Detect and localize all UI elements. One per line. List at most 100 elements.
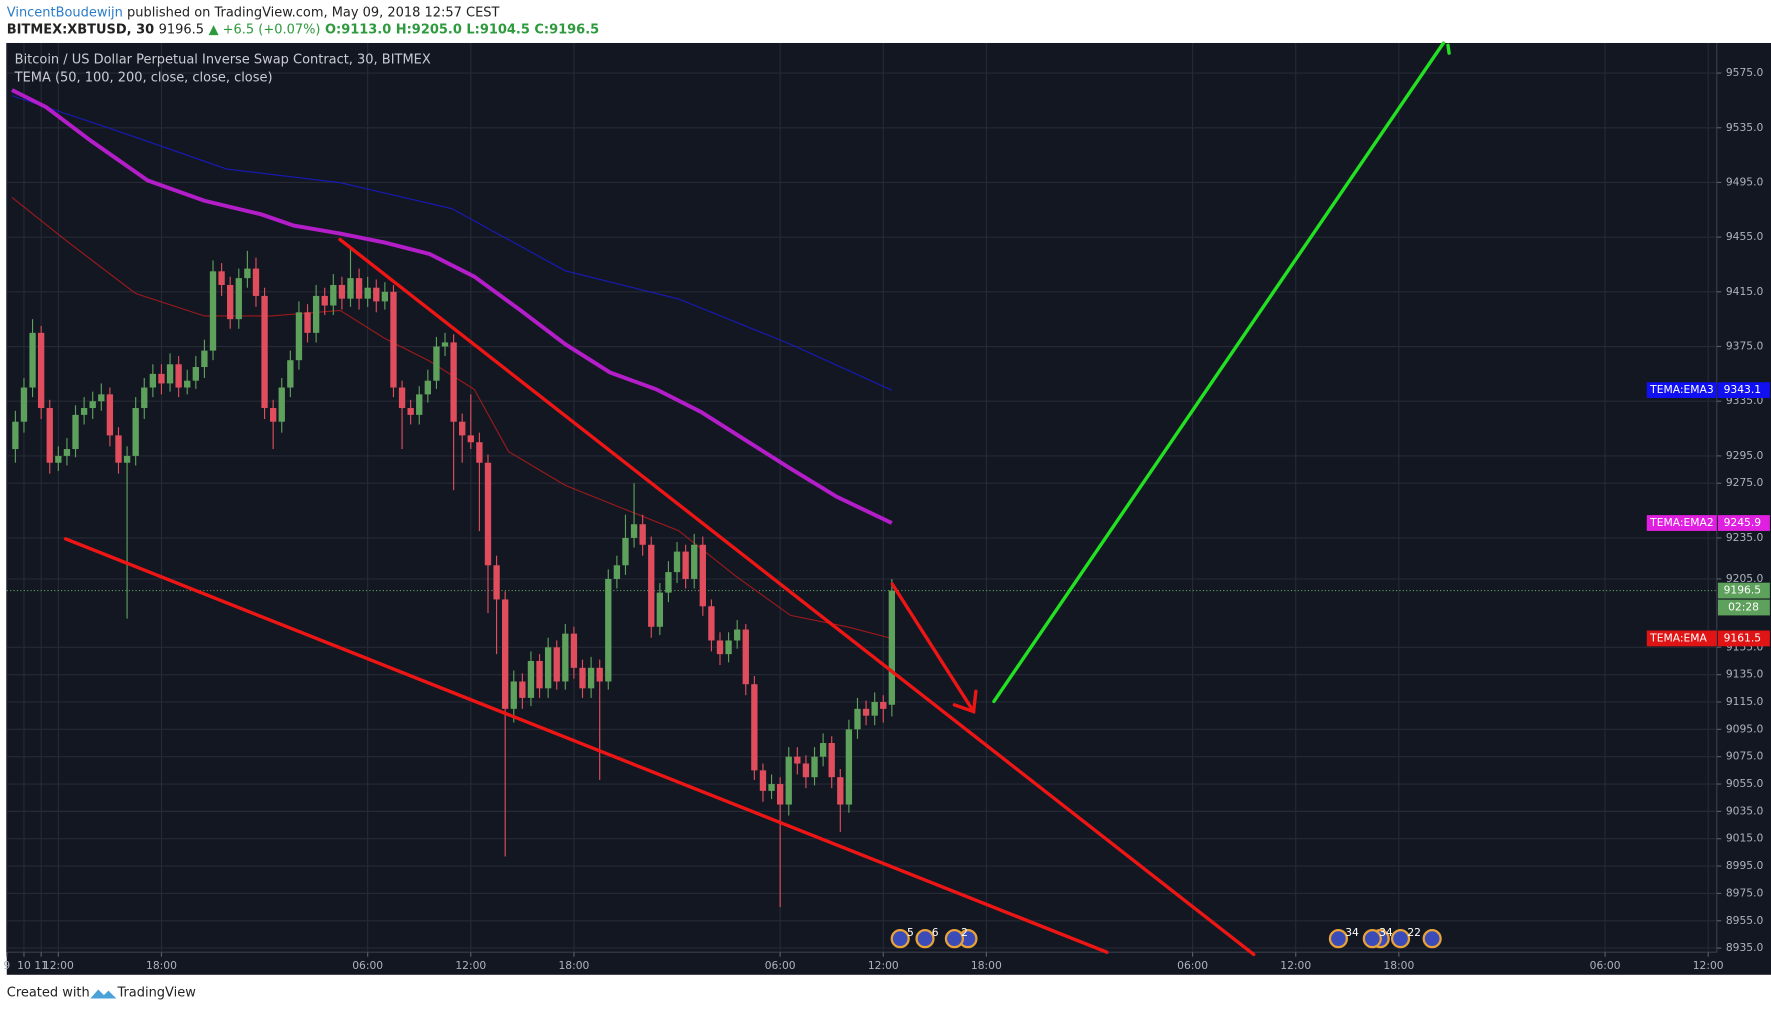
y-tick-label: 9295.0 [1726,449,1764,462]
event-flag [1390,929,1411,949]
candle-body [355,278,363,299]
candle-body [587,667,595,689]
y-tick-label: 9135.0 [1726,668,1764,681]
candle-body [768,784,775,791]
candle-body [304,312,311,333]
x-tick-label: 06:00 [1590,959,1621,972]
countdown: 02:28 [1728,601,1759,614]
candle-body [691,544,698,579]
candle-body [244,268,251,279]
candle-body [338,284,346,299]
event-flag [890,929,910,949]
tag-box [1717,630,1770,647]
candle-body [510,681,517,709]
candle-body [828,743,835,778]
candle-body [450,342,457,422]
tag-name-box [1646,515,1717,531]
candle-body [476,442,483,463]
x-tick-label: 18:00 [558,959,589,972]
candle-body [390,291,397,388]
candle-body [493,565,500,600]
tag-box [1717,515,1770,531]
candle-body [89,401,96,409]
candle-body [20,387,28,422]
arrow-head [952,689,978,714]
candle-body [708,606,715,641]
candle-body [519,681,526,698]
candle-body [63,449,71,456]
countdown-box [1717,599,1770,616]
x-tick-label: 11 [34,959,48,972]
candle-body [665,572,672,593]
trend-line [338,237,1256,957]
y-tick-label: 8935.0 [1726,941,1764,954]
x-tick-label: 06:00 [352,959,383,972]
tag-name-box [1646,630,1717,647]
x-tick-label: 12:00 [868,959,899,972]
candle-body [158,373,165,384]
candle-body [579,667,586,689]
candle-body [175,364,182,388]
candle-body [209,271,217,351]
tag-name-box [1646,382,1717,399]
candle-body [734,629,741,641]
tag-name: TEMA:EMA2 [1649,516,1714,529]
y-tick-label: 9575.0 [1726,66,1764,79]
y-tick-label: 9455.0 [1726,230,1764,243]
candle-body [613,565,621,579]
candle-body [888,590,896,705]
candle-body [72,414,79,450]
x-tick-label: 18:00 [971,959,1002,972]
tag-box [1717,582,1770,599]
author[interactable]: VincentBoudewijn [7,5,123,20]
x-tick-label: 9 [3,959,10,972]
candle-body [364,287,371,299]
plot [6,88,1717,908]
candle-body [596,667,603,682]
candle-body [123,455,131,463]
event-flag [915,929,935,949]
high: H:9205.0 [396,22,462,37]
axes: 9575.09535.09495.09455.09415.09375.09335… [3,66,1770,972]
indicator-line [11,196,892,639]
y-tick-label: 9075.0 [1726,750,1764,763]
candle-body [373,287,380,302]
candle-body [536,660,543,689]
symbol: BITMEX:XBTUSD, 30 [7,22,154,37]
chart-title: Bitcoin / US Dollar Perpetual Inverse Sw… [15,52,431,67]
x-tick-label: 12:00 [1280,959,1311,972]
last-price: 9196.5 [159,22,204,37]
candle-body [630,524,638,538]
candle-body [622,537,629,566]
candle-body [811,756,818,778]
candle-body [441,342,449,347]
candle-body [854,708,861,730]
tag-value: 9245.9 [1724,516,1762,529]
header-line: VincentBoudewijn published on TradingVie… [7,5,500,20]
candle-body [132,408,139,456]
candle-body [553,647,560,682]
tag-value: 9343.1 [1724,383,1762,396]
y-tick-label: 9015.0 [1726,832,1764,845]
candle-body [759,770,767,791]
candle-body [106,394,114,436]
brand[interactable]: TradingView [116,985,196,1000]
x-tick-label: 10 [17,959,31,972]
candle-body [605,578,612,682]
x-tick-label: 06:00 [765,959,796,972]
candle-body [785,756,792,805]
candle-body [312,295,320,333]
candle-body [98,394,105,402]
event-count: 2 [961,926,968,939]
candle-body [527,660,535,698]
candle-body [639,524,646,545]
candle-body [837,777,844,805]
candle-body [235,278,242,320]
low: L:9104.5 [466,22,530,37]
change: ▲ +6.5 (+0.07%) [209,22,321,37]
close: C:9196.5 [534,22,599,37]
candle-body [192,367,199,381]
tag-name: TEMA:EMA3 [1649,383,1714,396]
candle-body [467,435,474,443]
candle-body [656,592,664,627]
